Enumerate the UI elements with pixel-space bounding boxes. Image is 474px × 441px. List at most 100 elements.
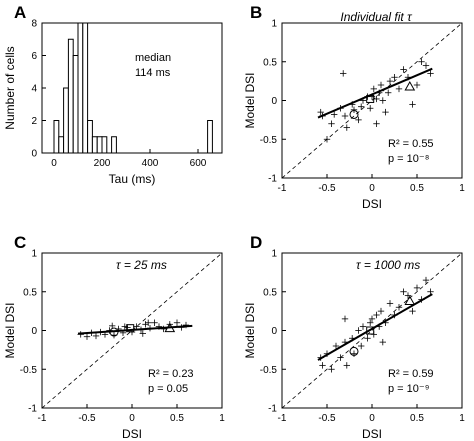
identity-line-d — [282, 253, 462, 408]
annotation-median-value: 114 ms — [135, 67, 171, 79]
data-point-b — [385, 89, 392, 96]
hist-bar-a — [53, 120, 60, 154]
hist-bar-a — [91, 136, 98, 154]
x-tick-label-a: 0 — [51, 158, 57, 169]
data-point-d — [341, 315, 349, 323]
data-point-d — [343, 362, 350, 369]
x-axis-label-a: Tau (ms) — [109, 172, 156, 186]
panel-title-c: τ = 25 ms — [116, 258, 167, 272]
plot-area-d — [282, 253, 462, 408]
panel-letter-c: C — [14, 233, 26, 252]
y-tick-label-d: -0.5 — [260, 365, 278, 376]
circle-marker-d — [349, 346, 359, 356]
data-point-d — [332, 342, 340, 350]
data-point-c — [173, 319, 181, 326]
data-point-b — [350, 106, 358, 113]
data-point-b — [422, 62, 430, 69]
data-point-b — [427, 70, 434, 77]
plot-area-b — [282, 23, 462, 178]
hist-bar-a — [67, 38, 74, 154]
y-tick-label-b: -1 — [268, 174, 277, 185]
fit-line-b — [317, 67, 433, 119]
x-tick-label-c: 0.5 — [170, 413, 184, 424]
data-point-d — [355, 327, 362, 334]
identity-line-c — [42, 253, 222, 408]
x-tick-label-c: -1 — [38, 413, 47, 424]
y-tick-label-d: 0 — [271, 326, 277, 337]
data-point-b — [358, 103, 365, 110]
stat-r2-c: R² = 0.23 — [148, 368, 194, 380]
stat-r2-b: R² = 0.55 — [388, 138, 434, 150]
data-point-d — [350, 350, 358, 357]
data-point-b — [382, 108, 389, 116]
y-tick-label-d: -1 — [268, 404, 277, 415]
data-point-d — [337, 354, 344, 361]
y-tick-label-c: 0 — [31, 326, 37, 337]
x-tick-label-d: 0 — [369, 413, 375, 424]
data-point-d — [422, 276, 430, 284]
hist-bar-a — [63, 87, 69, 154]
data-point-d — [413, 284, 421, 292]
x-tick-label-d: 0.5 — [410, 413, 424, 424]
stat-p-d: p = 10⁻⁹ — [388, 383, 429, 395]
x-tick-label-c: -0.5 — [78, 413, 96, 424]
x-axis-label-b: DSI — [362, 197, 382, 211]
panel-letter-b: B — [250, 3, 262, 22]
hist-bar-a — [82, 22, 89, 154]
data-point-d — [358, 342, 365, 350]
x-tick-label-d: 1 — [459, 413, 465, 424]
data-point-d — [379, 338, 386, 346]
data-point-b — [400, 66, 407, 73]
square-marker-c — [126, 324, 135, 333]
y-tick-label-c: 0.5 — [23, 287, 37, 298]
plot-area-c — [42, 253, 222, 408]
x-tick-label-c: 1 — [219, 413, 225, 424]
triangle-marker-c — [164, 322, 176, 333]
data-point-b — [340, 70, 347, 77]
data-point-d — [319, 362, 326, 369]
hist-bar-a — [101, 136, 108, 154]
triangle-marker-d — [404, 295, 416, 306]
y-tick-label-b: -0.5 — [260, 135, 278, 146]
panel-letter-d: D — [250, 233, 262, 252]
square-marker-b — [366, 94, 375, 103]
circle-marker-b — [349, 109, 359, 119]
fit-line-c — [77, 324, 193, 335]
circle-marker-c — [109, 327, 119, 337]
x-tick-label-a: 400 — [142, 158, 159, 169]
data-point-d — [427, 288, 434, 295]
y-tick-label-a: 4 — [31, 84, 37, 95]
panel-title-b: Individual fit τ — [340, 10, 413, 24]
data-point-c — [139, 330, 146, 337]
x-axis-label-d: DSI — [362, 427, 382, 441]
data-point-b — [367, 105, 374, 112]
data-point-c — [83, 333, 91, 340]
data-point-b — [328, 120, 335, 127]
data-point-d — [377, 307, 385, 315]
data-point-d — [386, 300, 394, 307]
x-tick-label-c: 0 — [129, 413, 135, 424]
x-tick-label-d: -1 — [278, 413, 287, 424]
x-tick-label-b: -0.5 — [318, 183, 336, 194]
data-point-b — [331, 111, 338, 118]
data-point-b — [373, 95, 380, 103]
x-tick-label-b: 0 — [369, 183, 375, 194]
y-axis-label-d: Model DSI — [243, 302, 257, 358]
y-axis-label-a: Number of cells — [3, 46, 17, 129]
data-point-d — [404, 292, 412, 299]
identity-line-b — [282, 23, 462, 178]
data-point-d — [359, 323, 367, 330]
hist-bar-a — [207, 120, 213, 154]
y-tick-label-a: 8 — [31, 19, 37, 30]
data-point-b — [373, 120, 380, 127]
data-point-d — [395, 304, 403, 311]
y-axis-label-c: Model DSI — [3, 302, 17, 358]
x-tick-label-a: 600 — [190, 158, 207, 169]
data-point-d — [409, 307, 416, 315]
triangle-marker-b — [404, 81, 416, 91]
data-point-c — [151, 319, 158, 326]
y-tick-label-c: -0.5 — [20, 365, 38, 376]
data-point-b — [413, 81, 421, 89]
hist-bar-a — [58, 136, 65, 154]
data-point-b — [391, 74, 398, 81]
